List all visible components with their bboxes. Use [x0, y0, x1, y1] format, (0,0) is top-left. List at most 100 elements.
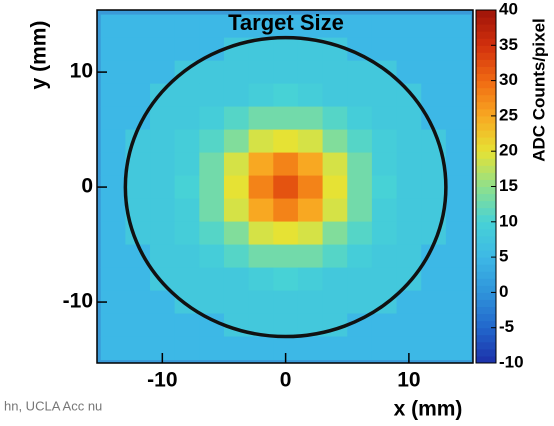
heatmap-cell: [150, 106, 176, 131]
heatmap-cell: [371, 83, 398, 108]
heatmap-cell: [223, 60, 250, 85]
heatmap-cell: [371, 267, 398, 292]
heatmap-cell: [150, 221, 176, 246]
colorbar-segment: [476, 179, 496, 187]
heatmap-cell: [199, 313, 225, 338]
heatmap-cell: [273, 37, 299, 62]
colorbar-segment: [476, 59, 496, 67]
colorbar-segment: [476, 45, 496, 53]
heatmap-cell: [150, 244, 176, 269]
heatmap-cell: [396, 290, 422, 315]
y-tick-label: 10: [70, 60, 93, 83]
heatmap-cell: [445, 37, 472, 62]
colorbar-segment: [476, 257, 496, 265]
heatmap-cell: [174, 129, 200, 154]
heatmap-cell: [273, 267, 299, 292]
heatmap-cell: [100, 14, 126, 39]
heatmap-cell: [174, 244, 200, 269]
colorbar-segment: [476, 66, 496, 75]
heatmap-cell: [174, 106, 200, 131]
heatmap-cell: [223, 175, 250, 200]
heatmap-cell: [199, 267, 225, 292]
heatmap-cell: [322, 60, 348, 85]
colorbar-segment: [476, 306, 496, 315]
heatmap-cell: [297, 83, 324, 108]
colorbar-segment: [476, 38, 496, 46]
heatmap-cell: [125, 14, 151, 39]
heatmap-cell: [100, 83, 126, 108]
y-axis-label: y (mm): [28, 21, 51, 90]
heatmap-cell: [174, 267, 200, 292]
heatmap-cell: [199, 221, 225, 246]
heatmap-cell: [150, 60, 176, 85]
colorbar-segment: [476, 17, 496, 25]
heatmap-cell: [248, 313, 274, 338]
colorbar-tick-label: 10: [499, 211, 518, 230]
heatmap-cell: [125, 60, 151, 85]
colorbar-tick-label: 30: [499, 70, 518, 89]
heatmap-cell: [223, 290, 250, 315]
footer: hn, UCLA Acc nu: [4, 398, 102, 413]
heatmap-cell: [150, 313, 176, 338]
heatmap-cell: [273, 175, 299, 200]
heatmap-cell: [199, 60, 225, 85]
heatmap-cell: [248, 336, 274, 361]
colorbar-segment: [476, 158, 496, 166]
heatmap-cell: [248, 198, 274, 223]
colorbar-segment: [476, 334, 496, 343]
heatmap-cell: [322, 106, 348, 131]
x-axis-label: x (mm): [394, 398, 463, 421]
heatmap-cell: [223, 129, 250, 154]
heatmap-cell: [297, 152, 324, 177]
colorbar-segment: [476, 278, 496, 286]
heatmap-cell: [248, 37, 274, 62]
heatmap-cell: [322, 129, 348, 154]
heatmap-cell: [100, 221, 126, 246]
colorbar-segment: [476, 122, 496, 131]
heatmap-cell: [396, 106, 422, 131]
colorbar-segment: [476, 172, 496, 180]
heatmap-cell: [174, 37, 200, 62]
y-tick-label: -10: [63, 290, 93, 313]
heatmap-cell: [248, 290, 274, 315]
heatmap-cell: [199, 290, 225, 315]
heatmap-cell: [445, 267, 472, 292]
heatmap-cell: [396, 313, 422, 338]
heatmap-cell: [371, 313, 398, 338]
heatmap-cell: [150, 175, 176, 200]
colorbar-segment: [476, 242, 496, 251]
heatmap-cell: [199, 152, 225, 177]
heatmap-cell: [445, 83, 472, 108]
colorbar-segment: [476, 292, 496, 300]
heatmap-cell: [297, 290, 324, 315]
heatmap-cell: [248, 152, 274, 177]
colorbar-segment: [476, 320, 496, 329]
heatmap-cell: [371, 14, 398, 39]
colorbar-tick-label: 35: [499, 35, 518, 54]
colorbar-segment: [476, 151, 496, 159]
heatmap-cell: [150, 290, 176, 315]
heatmap-cell: [174, 175, 200, 200]
heatmap-cell: [297, 175, 324, 200]
x-tick-label: 10: [397, 369, 420, 392]
heatmap-cell: [100, 198, 126, 223]
heatmap-cell: [347, 14, 373, 39]
heatmap-cell: [248, 60, 274, 85]
heatmap-cell: [297, 37, 324, 62]
heatmap-cell: [248, 267, 274, 292]
heatmap-cell: [445, 221, 472, 246]
heatmap-cell: [273, 60, 299, 85]
heatmap-cell: [322, 14, 348, 39]
heatmap-cell: [273, 106, 299, 131]
heatmap-cell: [322, 244, 348, 269]
heatmap-cell: [150, 37, 176, 62]
heatmap-cell: [421, 37, 447, 62]
heatmap-cell: [150, 152, 176, 177]
heatmap-cell: [445, 290, 472, 315]
heatmap-cell: [322, 290, 348, 315]
x-tick-label: 0: [280, 369, 292, 392]
heatmap-cell: [273, 244, 299, 269]
heatmap-cell: [347, 198, 373, 223]
colorbar-segment: [476, 144, 496, 152]
heatmap-cell: [273, 198, 299, 223]
